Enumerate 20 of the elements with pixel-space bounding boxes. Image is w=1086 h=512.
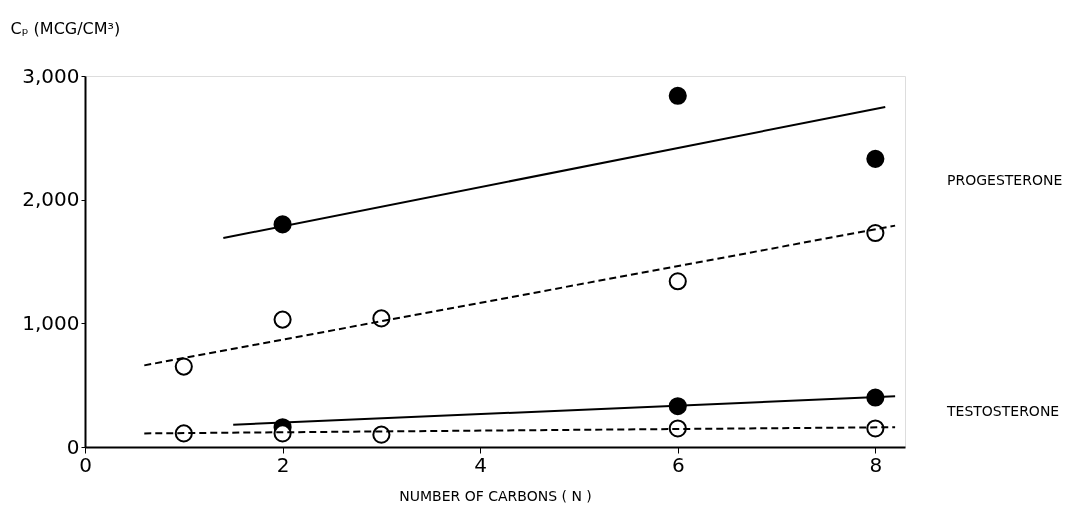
point xyxy=(668,272,687,291)
y-tick-label: 3,000 xyxy=(22,63,80,88)
point xyxy=(866,419,885,438)
x-tick-label: 8 xyxy=(869,452,883,477)
x-tick-label: 2 xyxy=(276,452,290,477)
point xyxy=(174,357,193,376)
point xyxy=(668,86,687,105)
y-tick-label: 2,000 xyxy=(22,187,80,212)
text: TESTOSTERONE xyxy=(946,403,1060,420)
y-axis-title: Cₚ (MCG/CM³) xyxy=(10,18,121,38)
point xyxy=(273,310,292,329)
x-tick-label: 6 xyxy=(671,452,685,477)
point xyxy=(866,149,885,168)
text: PROGESTERONE xyxy=(947,172,1063,189)
y-tick-label: 0 xyxy=(66,434,80,459)
point xyxy=(866,224,885,243)
point xyxy=(372,425,391,444)
x-axis-title: NUMBER OF CARBONS ( N ) xyxy=(399,487,592,504)
y-tick-label: 1,000 xyxy=(22,310,80,335)
x-tick-label: 4 xyxy=(474,452,488,477)
